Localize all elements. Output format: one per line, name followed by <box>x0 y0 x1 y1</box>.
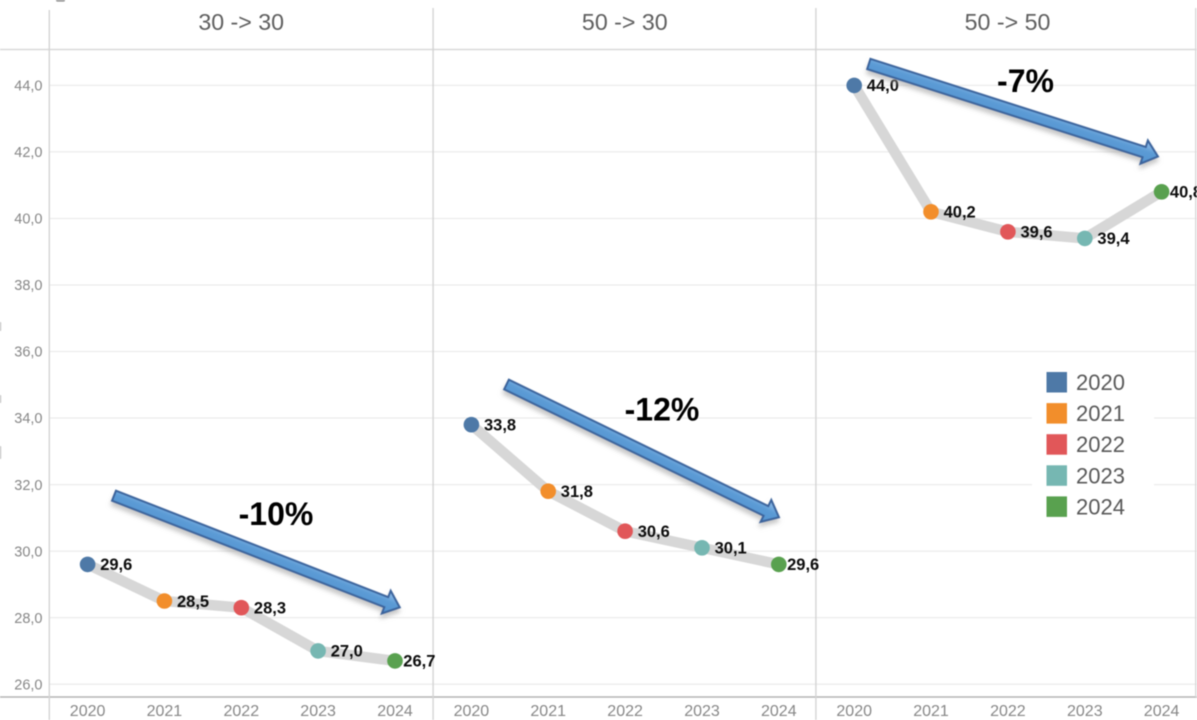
svg-text:34,0: 34,0 <box>14 411 42 427</box>
svg-text:2021: 2021 <box>913 703 949 720</box>
svg-text:28,5: 28,5 <box>177 593 209 611</box>
svg-text:40,8: 40,8 <box>1170 184 1197 202</box>
svg-text:30 -> 30: 30 -> 30 <box>198 9 284 35</box>
svg-text:40,0: 40,0 <box>14 212 42 228</box>
svg-text:2023: 2023 <box>300 703 336 720</box>
svg-text:33,8: 33,8 <box>484 417 516 435</box>
svg-text:-12%: -12% <box>625 392 700 428</box>
svg-text:27,0: 27,0 <box>331 643 363 661</box>
svg-text:2023: 2023 <box>1076 463 1125 488</box>
svg-text:2022: 2022 <box>1076 432 1125 457</box>
svg-text:2023: 2023 <box>1067 703 1103 720</box>
svg-text:2021: 2021 <box>147 703 183 720</box>
svg-text:28,3: 28,3 <box>254 600 286 618</box>
svg-text:30,0: 30,0 <box>14 544 42 560</box>
svg-text:2020: 2020 <box>836 703 872 720</box>
svg-text:44,0: 44,0 <box>14 79 42 95</box>
svg-text:2022: 2022 <box>607 703 643 720</box>
svg-text:26,0: 26,0 <box>14 677 42 693</box>
svg-text:2020: 2020 <box>70 703 106 720</box>
svg-text:2023: 2023 <box>684 703 720 720</box>
svg-text:2022: 2022 <box>224 703 260 720</box>
svg-text:2021: 2021 <box>1076 401 1125 426</box>
svg-text:26,7: 26,7 <box>403 653 435 671</box>
svg-text:36,0: 36,0 <box>14 345 42 361</box>
svg-text:2022: 2022 <box>990 703 1026 720</box>
svg-text:39,6: 39,6 <box>1021 224 1053 242</box>
svg-text:-10%: -10% <box>239 496 314 532</box>
svg-text:42,0: 42,0 <box>14 145 42 161</box>
svg-text:29,6: 29,6 <box>787 556 819 574</box>
svg-text:30,6: 30,6 <box>638 523 670 541</box>
svg-text:-7%: -7% <box>997 63 1054 99</box>
svg-text:2024: 2024 <box>1076 494 1125 519</box>
svg-text:40,2: 40,2 <box>944 204 976 222</box>
svg-text:2024: 2024 <box>1144 703 1180 720</box>
svg-text:31,8: 31,8 <box>561 483 593 501</box>
svg-text:44,0: 44,0 <box>867 77 899 95</box>
svg-text:50 -> 50: 50 -> 50 <box>965 9 1051 35</box>
svg-text:50 -> 30: 50 -> 30 <box>582 9 668 35</box>
svg-text:2024: 2024 <box>377 703 413 720</box>
svg-text:29,6: 29,6 <box>100 556 132 574</box>
svg-text:39,4: 39,4 <box>1097 230 1130 248</box>
svg-text:28,0: 28,0 <box>14 611 42 627</box>
svg-text:38,0: 38,0 <box>14 278 42 294</box>
svg-text:2021: 2021 <box>530 703 566 720</box>
svg-text:2020: 2020 <box>1076 370 1125 395</box>
svg-text:32,0: 32,0 <box>14 478 42 494</box>
svg-text:30,1: 30,1 <box>715 540 747 558</box>
svg-text:2024: 2024 <box>761 703 797 720</box>
svg-text:2020: 2020 <box>454 703 490 720</box>
